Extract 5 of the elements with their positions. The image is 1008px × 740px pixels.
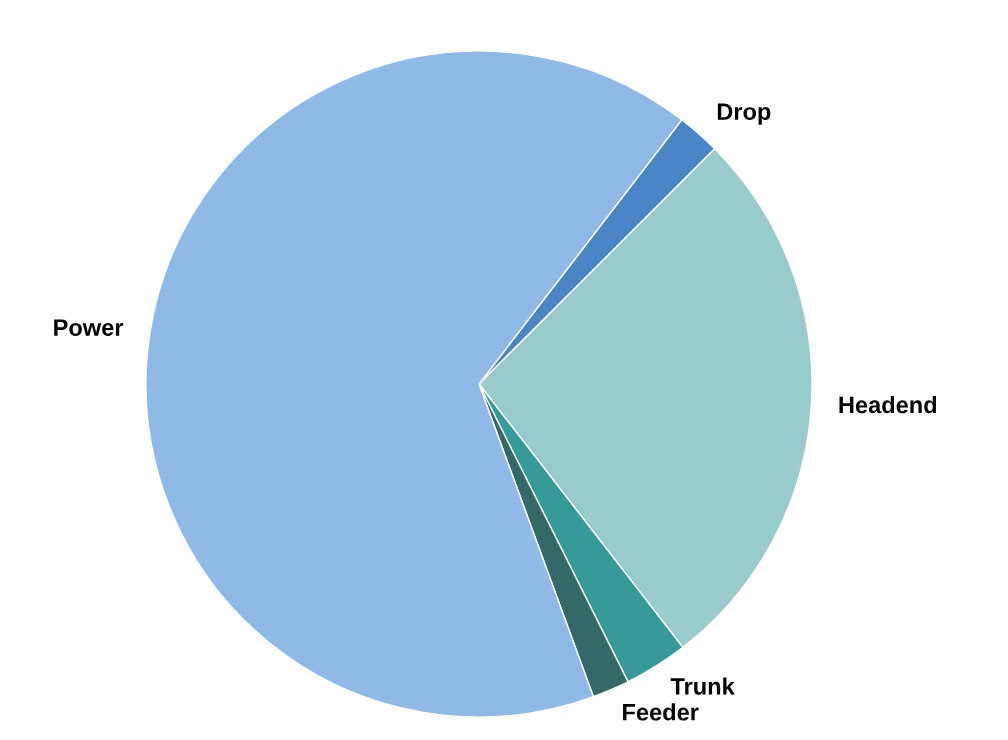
slice-label: Power: [54, 319, 124, 336]
slice-label: Drop: [717, 103, 771, 125]
slice-label: Trunk: [670, 677, 735, 695]
slice-label: Feeder: [623, 703, 699, 721]
slice-label: Headend: [839, 395, 937, 414]
